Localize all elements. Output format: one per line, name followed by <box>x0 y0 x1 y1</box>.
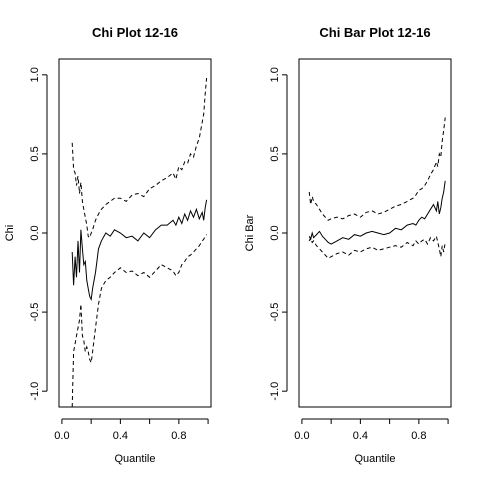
y-tick-label: 1.0 <box>29 67 41 82</box>
y-tick-label: -0.5 <box>269 303 281 322</box>
x-tick-label: 0.8 <box>171 430 186 442</box>
x-tick-label: 0.4 <box>353 430 368 442</box>
x-tick-label: 0.0 <box>54 430 69 442</box>
y-tick-label: 1.0 <box>269 67 281 82</box>
chart-panel-1: Chi Plot 12-16 0.0 0.4 0.8 -1.0 -0.5 0.0 0.5 1.0… <box>4 25 212 465</box>
upper-bound-line <box>308 117 446 221</box>
y-tick-label: 0.0 <box>29 225 41 240</box>
lower-bound-line <box>308 234 446 259</box>
x-tick-label: 0.0 <box>294 430 309 442</box>
x-axis-label: Quantile <box>355 453 396 465</box>
chi-estimate-line <box>308 180 446 245</box>
chart-panel-2: Chi Bar Plot 12-16 0.0 0.4 0.8 -1.0 -0.5 0.0 0.… <box>244 25 452 465</box>
y-tick-label: -1.0 <box>269 382 281 401</box>
lower-bound-line <box>71 234 207 407</box>
y-axis-label: Chi <box>4 225 16 242</box>
x-tick-label: 0.4 <box>113 430 128 442</box>
upper-bound-line <box>71 77 208 239</box>
y-tick-label: 0.0 <box>269 225 281 240</box>
y-tick-label: 0.5 <box>29 146 41 161</box>
chart-title: Chi Bar Plot 12-16 <box>319 25 430 40</box>
y-tick-label: -1.0 <box>29 382 41 401</box>
chi-estimate-line <box>71 199 208 302</box>
chart-title: Chi Plot 12-16 <box>92 25 178 40</box>
y-tick-label: -0.5 <box>29 303 41 322</box>
x-axis-label: Quantile <box>115 453 156 465</box>
x-tick-label: 0.8 <box>411 430 426 442</box>
y-axis-label: Chi Bar <box>244 214 256 251</box>
plot-frame <box>298 58 452 408</box>
plot-frame <box>58 58 212 408</box>
y-tick-label: 0.5 <box>269 146 281 161</box>
